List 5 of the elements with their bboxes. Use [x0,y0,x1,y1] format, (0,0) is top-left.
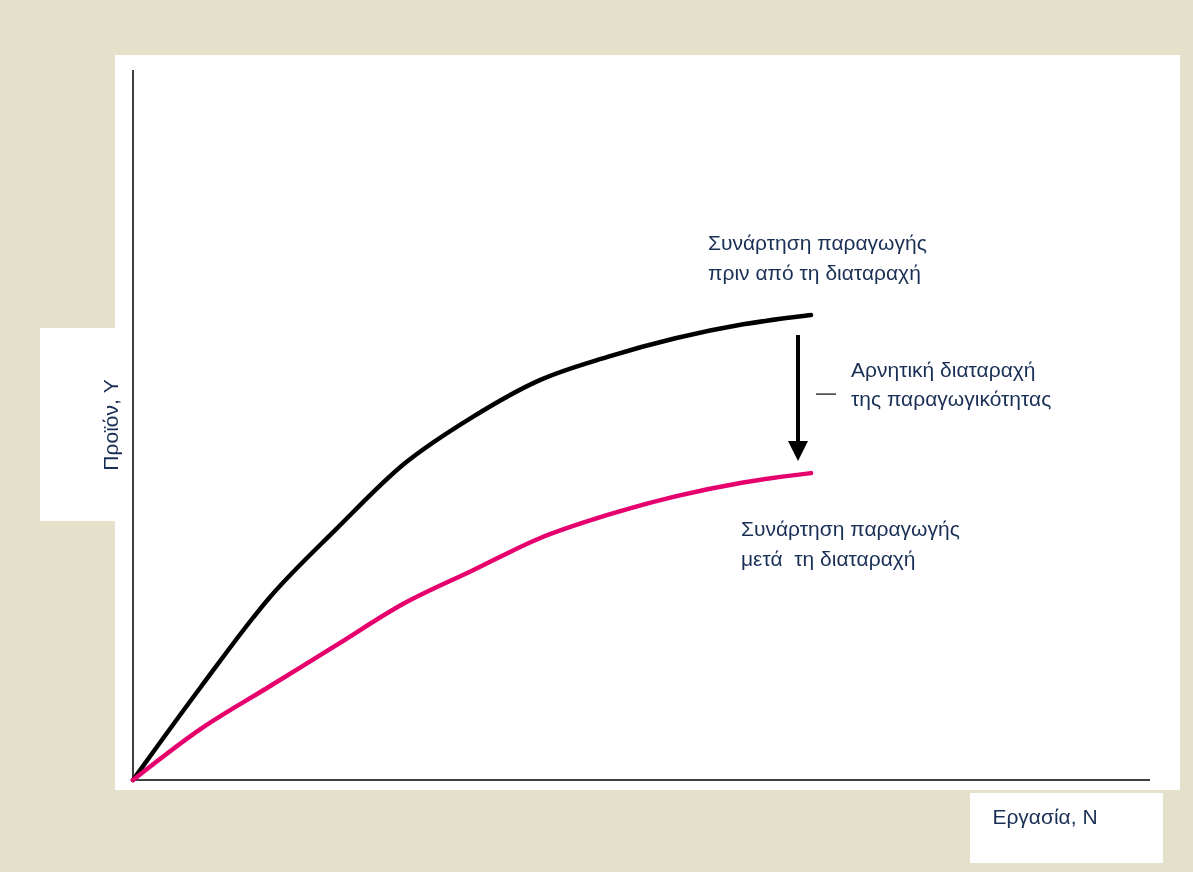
y-axis-title: Προϊόν, Y [99,379,122,471]
series-label: Συνάρτηση παραγωγής μετά τη διαταραχή [741,517,960,571]
x-axis-title: Εργασία, Ν [992,805,1098,828]
annotation: Αρνητική διαταραχή της παραγωγικότητας [851,358,1052,411]
text: Συνάρτηση παραγωγής πριν από τη διαταραχή [708,231,927,285]
